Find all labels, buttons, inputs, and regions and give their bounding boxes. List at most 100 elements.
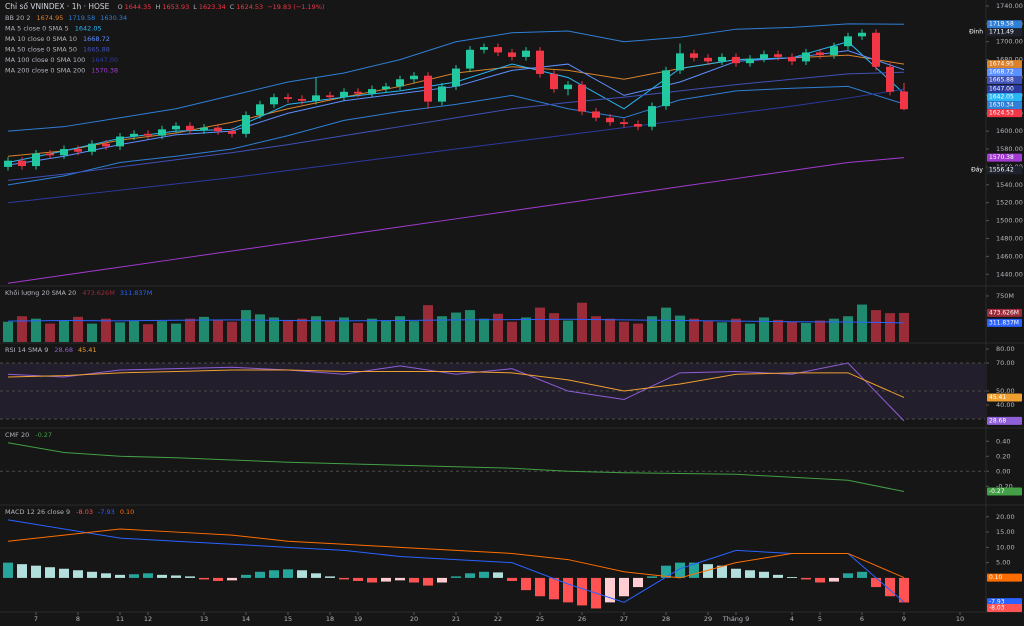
volume-bar bbox=[241, 310, 251, 342]
candle-body bbox=[130, 133, 138, 137]
histogram-bar bbox=[87, 571, 97, 578]
price-tag bbox=[987, 68, 1022, 77]
legend-value: 45.41 bbox=[78, 346, 97, 354]
volume-bar bbox=[3, 321, 13, 342]
histogram-bar bbox=[479, 571, 489, 578]
x-tick-label: 15 bbox=[284, 615, 292, 623]
x-tick-label: 14 bbox=[242, 615, 250, 623]
volume-bar bbox=[59, 320, 69, 342]
legend-name: BB 20 2 bbox=[5, 14, 30, 22]
volume-bar bbox=[297, 318, 307, 342]
volume-bar bbox=[577, 302, 587, 342]
candle-body bbox=[228, 131, 236, 134]
indicator-line bbox=[7, 442, 905, 492]
candle-body bbox=[536, 50, 544, 74]
histogram-bar bbox=[171, 575, 181, 578]
volume-bar bbox=[381, 320, 391, 342]
volume-bar bbox=[843, 316, 853, 342]
volume-bar bbox=[563, 320, 573, 342]
legend-value: 1668.72 bbox=[83, 35, 110, 43]
price-tag bbox=[987, 153, 1022, 162]
candle-body bbox=[872, 32, 880, 67]
histogram-bar bbox=[339, 577, 349, 580]
candle-body bbox=[550, 73, 558, 90]
ohlc-value: 1653.93 bbox=[162, 3, 189, 11]
candle-body bbox=[592, 111, 600, 118]
candle-body bbox=[382, 86, 390, 90]
legend-name: RSI 14 SMA 9 bbox=[5, 346, 48, 354]
candle-body bbox=[158, 129, 166, 136]
volume-bar bbox=[605, 318, 615, 342]
legend-name: CMF 20 bbox=[5, 431, 29, 439]
histogram-bar bbox=[787, 576, 797, 578]
volume-bar bbox=[227, 321, 237, 342]
ohlc-letter: L bbox=[193, 3, 197, 11]
indicator-line bbox=[7, 88, 905, 204]
legend-name: MA 5 close 0 SMA 5 bbox=[5, 25, 69, 33]
y-tick-label: 1520.00 bbox=[996, 199, 1023, 207]
histogram-bar bbox=[31, 565, 41, 578]
legend-value: 311.837M bbox=[120, 289, 153, 297]
volume-bar bbox=[507, 321, 517, 342]
histogram-bar bbox=[717, 565, 727, 578]
histogram-bar bbox=[381, 577, 391, 582]
x-tick-label: 6 bbox=[860, 615, 864, 623]
volume-bar bbox=[675, 315, 685, 342]
candle-body bbox=[620, 122, 628, 125]
legend-value: 1630.34 bbox=[100, 14, 127, 22]
indicator-line bbox=[7, 318, 905, 324]
histogram-bar bbox=[353, 577, 363, 581]
candle-body bbox=[172, 125, 180, 130]
marker-label: Đáy bbox=[971, 167, 983, 174]
price-tag-label: -7.93 bbox=[989, 599, 1005, 606]
candle-body bbox=[900, 91, 908, 110]
candle-body bbox=[312, 95, 320, 101]
marker-label: Đỉnh bbox=[969, 29, 983, 36]
price-tag bbox=[987, 85, 1022, 94]
ohlc-change: −19.83 (−1.19%) bbox=[267, 3, 324, 11]
candle-body bbox=[480, 47, 488, 50]
x-tick-label: 21 bbox=[452, 615, 460, 623]
histogram-bar bbox=[409, 577, 419, 583]
histogram-bar bbox=[843, 573, 853, 578]
price-tag-label: 1665.88 bbox=[989, 77, 1014, 84]
y-tick-label: 1440.00 bbox=[996, 270, 1023, 278]
volume-bar bbox=[829, 318, 839, 342]
price-tag-label: 45.41 bbox=[989, 394, 1006, 401]
legend-value: -0.27 bbox=[35, 431, 52, 439]
x-tick-label: 12 bbox=[144, 615, 152, 623]
volume-bar bbox=[409, 321, 419, 342]
candle-body bbox=[18, 160, 26, 167]
histogram-bar bbox=[899, 577, 909, 603]
volume-bar bbox=[213, 319, 223, 342]
volume-bar bbox=[451, 312, 461, 342]
candle-body bbox=[256, 104, 264, 116]
indicator-line bbox=[7, 85, 905, 186]
legend-value: 1665.88 bbox=[83, 46, 110, 54]
histogram-bar bbox=[451, 576, 461, 578]
indicator-line bbox=[7, 23, 905, 132]
volume-bar bbox=[143, 324, 153, 342]
price-tag-label: 1570.38 bbox=[989, 154, 1014, 161]
candle-body bbox=[830, 46, 838, 56]
volume-bar bbox=[885, 313, 895, 342]
price-tag bbox=[987, 109, 1022, 118]
candle-body bbox=[410, 75, 418, 80]
histogram-bar bbox=[857, 571, 867, 578]
volume-bar bbox=[647, 316, 657, 342]
candle-body bbox=[662, 70, 670, 107]
candle-body bbox=[522, 50, 530, 57]
histogram-bar bbox=[647, 576, 657, 578]
volume-bar bbox=[661, 307, 671, 342]
chart-title: Chỉ số VNINDEX · 1h · HOSE bbox=[5, 2, 110, 11]
histogram-bar bbox=[423, 577, 433, 586]
volume-bar bbox=[157, 321, 167, 342]
y-tick-label: 10.00 bbox=[996, 543, 1015, 551]
histogram-bar bbox=[185, 576, 195, 578]
volume-bar bbox=[493, 313, 503, 342]
price-tag-label: 1624.53 bbox=[989, 110, 1014, 117]
histogram-bar bbox=[297, 570, 307, 578]
histogram-bar bbox=[521, 577, 531, 591]
histogram-bar bbox=[129, 574, 139, 578]
